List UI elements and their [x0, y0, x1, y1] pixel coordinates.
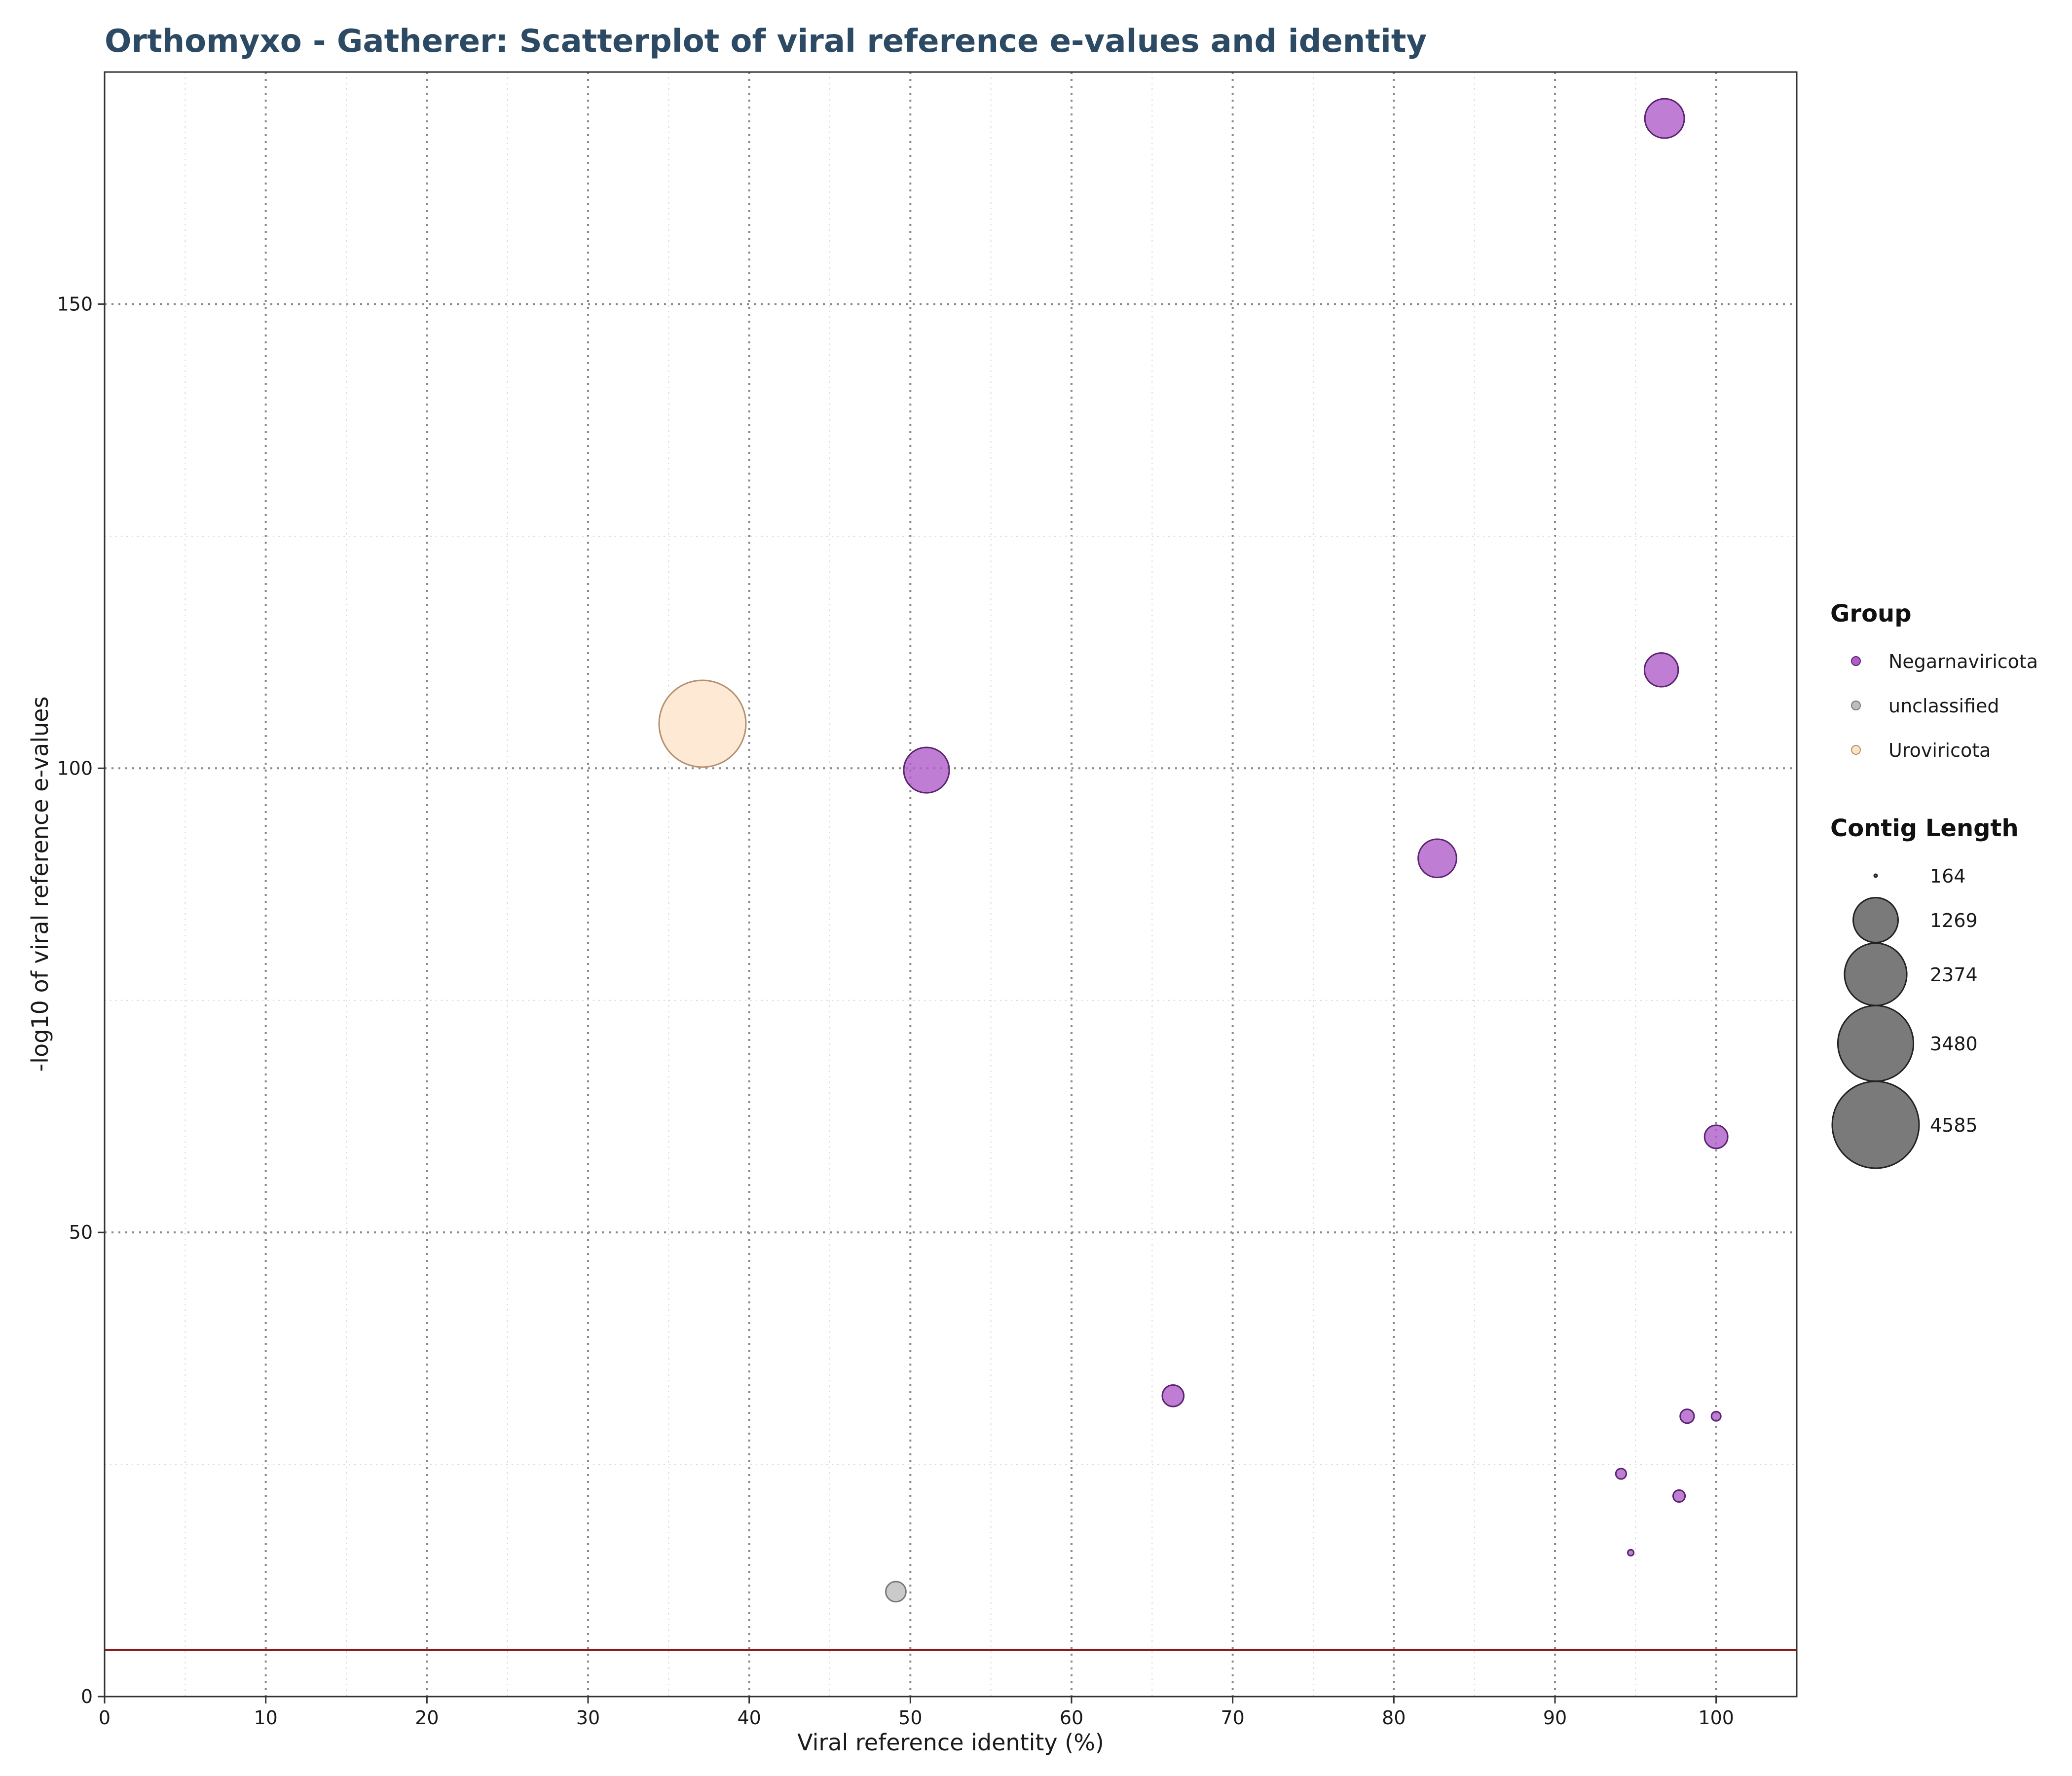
- x-axis-ticks: 0 10 20 30 40 50 60 70 80 90 100: [99, 1697, 1734, 1729]
- grid: [105, 72, 1797, 1697]
- x-tick-label: 10: [254, 1707, 277, 1729]
- chart-title: Orthomyxo - Gatherer: Scatterplot of vir…: [105, 23, 1427, 60]
- data-point: [1627, 1549, 1635, 1556]
- legend-size-swatch: [1837, 1004, 1915, 1082]
- y-axis-ticks: 0 50 100 150: [57, 293, 105, 1707]
- data-point: [1672, 1489, 1686, 1503]
- y-tick-label: 150: [57, 293, 93, 315]
- data-point: [1643, 652, 1679, 688]
- data-point: [1679, 1408, 1695, 1424]
- data-point: [1615, 1468, 1628, 1480]
- x-tick-label: 90: [1543, 1707, 1567, 1729]
- data-point: [1703, 1124, 1729, 1149]
- x-axis-label: Viral reference identity (%): [797, 1729, 1104, 1756]
- legend-group-swatch: [1851, 656, 1861, 666]
- legend-size-swatch: [1831, 1080, 1920, 1169]
- x-tick-label: 40: [737, 1707, 761, 1729]
- legend-size-swatch: [1852, 897, 1899, 943]
- legend-size-label: 4585: [1930, 1114, 1978, 1136]
- plot-frame: [104, 71, 1798, 1698]
- y-tick-label: 50: [69, 1221, 93, 1243]
- x-tick-label: 50: [898, 1707, 922, 1729]
- x-tick-label: 0: [99, 1707, 111, 1729]
- legend-group-swatch: [1851, 701, 1861, 710]
- y-tick-label: 0: [81, 1686, 93, 1707]
- size-legend-title: Contig Length: [1830, 814, 2019, 842]
- data-point: [1644, 98, 1685, 139]
- data-point: [1417, 838, 1457, 879]
- legend-size-label: 2374: [1930, 964, 1978, 986]
- legend-group-label: unclassified: [1888, 695, 1999, 717]
- group-legend: Group Negarnaviricota unclassified Uroviri…: [1830, 600, 2038, 761]
- data-point: [1710, 1410, 1722, 1422]
- size-legend: Contig Length 164 1269 2374 3480 4585: [1830, 814, 2019, 1169]
- legend-size-label: 3480: [1930, 1033, 1978, 1055]
- y-tick-label: 100: [57, 757, 93, 779]
- data-points: [658, 98, 1729, 1603]
- legend-size-label: 1269: [1930, 910, 1978, 931]
- x-tick-label: 20: [415, 1707, 439, 1729]
- data-point: [903, 746, 950, 794]
- legend-group-swatch: [1851, 745, 1861, 755]
- data-point: [885, 1581, 907, 1603]
- x-tick-label: 70: [1221, 1707, 1244, 1729]
- group-legend-title: Group: [1830, 600, 1912, 628]
- x-tick-label: 80: [1382, 1707, 1406, 1729]
- legend-group-label: Uroviricota: [1888, 740, 1991, 761]
- legend-size-label: 164: [1930, 865, 1966, 887]
- x-tick-label: 30: [576, 1707, 600, 1729]
- x-tick-label: 60: [1060, 1707, 1083, 1729]
- legend-size-swatch: [1844, 942, 1908, 1006]
- x-tick-label: 100: [1698, 1707, 1734, 1729]
- y-axis-label: -log10 of viral reference e-values: [27, 697, 53, 1072]
- data-point: [1161, 1384, 1185, 1407]
- legend-group-label: Negarnaviricota: [1888, 651, 2038, 672]
- data-point: [658, 679, 747, 768]
- legend-size-swatch: [1873, 873, 1878, 878]
